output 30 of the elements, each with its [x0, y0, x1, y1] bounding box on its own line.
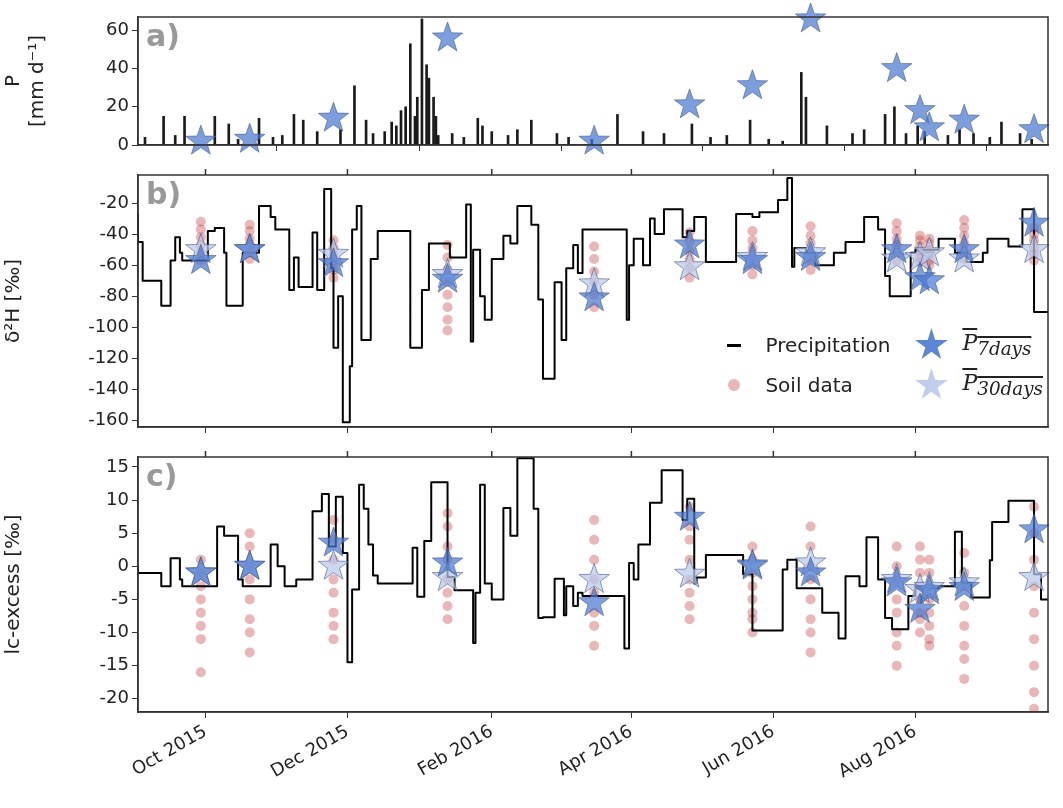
- legend-label: P$_{7days}$: [962, 330, 1032, 360]
- legend-label: Precipitation: [765, 333, 891, 357]
- annotation: b): [146, 175, 182, 211]
- annotation: a): [146, 17, 180, 53]
- y-tick-label: -140: [88, 377, 129, 399]
- y-tick-label: 0: [117, 553, 129, 575]
- y-tick-label: -40: [99, 221, 129, 243]
- y-tick-label: -120: [88, 346, 129, 368]
- y-tick-label: -160: [88, 408, 129, 430]
- y-tick-label: -60: [99, 252, 129, 274]
- y-tick-label: -100: [88, 315, 129, 337]
- y-tick-label: -5: [111, 587, 129, 609]
- annotation: c): [146, 457, 178, 493]
- y-tick-label: 10: [106, 487, 129, 509]
- y-tick-label: 60: [106, 18, 129, 40]
- y-tick-label: 20: [106, 94, 129, 116]
- y-tick-label: 40: [106, 56, 129, 78]
- y-tick-label: 5: [117, 520, 129, 542]
- legend-label: P$_{30days}$: [962, 370, 1043, 400]
- y-tick-label: -20: [99, 190, 129, 212]
- y-tick-label: -10: [99, 620, 129, 642]
- y-axis-title: lc-excess [‰]: [0, 514, 25, 655]
- y-tick-label: 15: [106, 454, 129, 476]
- y-tick-label: 0: [117, 132, 129, 154]
- y-axis-title: δ²H [‰]: [0, 258, 25, 344]
- y-tick-label: -20: [99, 686, 129, 708]
- legend-label: Soil data: [765, 373, 853, 397]
- y-tick-label: -80: [99, 284, 129, 306]
- y-tick-label: -15: [99, 653, 129, 675]
- y-axis-title: P [mm d⁻¹]: [0, 34, 49, 128]
